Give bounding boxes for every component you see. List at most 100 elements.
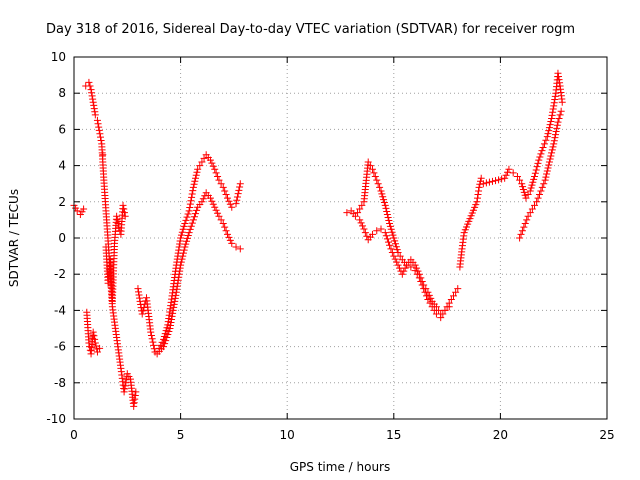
- data-point: [190, 180, 198, 188]
- data-point: [209, 162, 217, 170]
- data-point: [233, 196, 241, 204]
- data-point: [120, 205, 128, 213]
- data-point: [407, 263, 415, 271]
- data-point: [424, 288, 432, 296]
- data-point: [517, 230, 525, 238]
- data-point: [401, 264, 409, 272]
- data-point: [95, 126, 103, 134]
- data-point: [523, 216, 531, 224]
- data-point: [536, 153, 544, 161]
- data-point: [390, 252, 398, 260]
- data-point: [531, 169, 539, 177]
- data-point: [166, 321, 174, 329]
- data-point: [545, 124, 553, 132]
- data-point: [228, 239, 236, 247]
- data-point: [192, 171, 200, 179]
- data-point: [225, 233, 233, 241]
- data-point: [420, 281, 428, 289]
- data-point: [540, 140, 548, 148]
- data-point: [91, 108, 99, 116]
- data-point: [211, 165, 219, 173]
- data-point: [386, 241, 394, 249]
- data-point: [519, 185, 527, 193]
- data-point: [475, 187, 483, 195]
- data-point: [377, 187, 385, 195]
- data-point: [88, 89, 96, 97]
- data-point: [181, 243, 189, 251]
- data-point: [361, 229, 369, 237]
- data-point: [543, 133, 551, 141]
- data-point: [160, 343, 168, 351]
- data-point: [358, 201, 366, 209]
- data-point: [164, 331, 172, 339]
- data-point: [531, 201, 539, 209]
- data-point: [139, 307, 147, 315]
- data-point: [384, 213, 392, 221]
- data-point: [534, 194, 542, 202]
- data-point: [539, 144, 547, 151]
- data-point: [526, 209, 534, 217]
- data-point: [537, 150, 545, 158]
- y-tick-label: -8: [54, 376, 66, 390]
- data-point: [147, 328, 155, 336]
- data-point: [482, 179, 490, 187]
- data-point: [545, 158, 553, 166]
- data-point: [131, 391, 139, 399]
- data-point: [224, 194, 232, 202]
- data-point: [386, 220, 394, 228]
- data-point: [382, 232, 390, 240]
- data-point: [545, 127, 553, 135]
- data-point: [498, 175, 506, 183]
- data-point: [163, 334, 171, 342]
- data-point: [388, 248, 396, 256]
- data-point: [198, 198, 206, 206]
- data-point: [393, 246, 401, 254]
- data-point: [418, 277, 426, 285]
- data-point: [538, 183, 546, 191]
- data-point: [549, 143, 557, 151]
- data-point: [99, 151, 107, 159]
- data-point: [188, 190, 196, 198]
- data-point: [544, 130, 552, 138]
- data-point: [225, 197, 233, 205]
- x-tick-label: 10: [280, 428, 295, 442]
- data-point: [212, 169, 220, 177]
- data-point: [452, 288, 460, 296]
- data-point: [555, 76, 563, 84]
- data-point: [398, 270, 406, 278]
- data-point: [435, 306, 443, 314]
- data-point: [387, 225, 395, 233]
- data-point: [516, 176, 524, 184]
- data-point: [414, 267, 422, 275]
- data-point: [518, 180, 526, 188]
- data-point: [224, 230, 232, 238]
- data-point: [191, 177, 199, 185]
- data-point: [558, 98, 566, 106]
- y-axis-label: SDTVAR / TECUs: [7, 189, 21, 287]
- data-point: [449, 292, 457, 300]
- data-point: [437, 310, 445, 318]
- data-point: [388, 228, 396, 236]
- data-point: [550, 140, 558, 148]
- data-point: [182, 216, 190, 224]
- data-point: [550, 99, 558, 107]
- data-point: [552, 127, 560, 135]
- data-point: [178, 228, 186, 236]
- data-point: [90, 332, 98, 340]
- data-point: [177, 231, 185, 239]
- chart-title: Day 318 of 2016, Sidereal Day-to-day VTE…: [46, 22, 575, 37]
- data-point: [149, 338, 157, 346]
- data-point: [171, 294, 179, 302]
- data-point: [208, 197, 216, 205]
- data-point: [473, 194, 481, 202]
- data-point: [94, 120, 102, 128]
- data-point: [531, 172, 539, 180]
- data-point: [528, 181, 536, 189]
- data-point: [168, 315, 176, 323]
- data-point: [167, 318, 175, 326]
- data-point: [189, 183, 197, 191]
- data-point: [130, 399, 138, 407]
- data-point: [376, 183, 384, 191]
